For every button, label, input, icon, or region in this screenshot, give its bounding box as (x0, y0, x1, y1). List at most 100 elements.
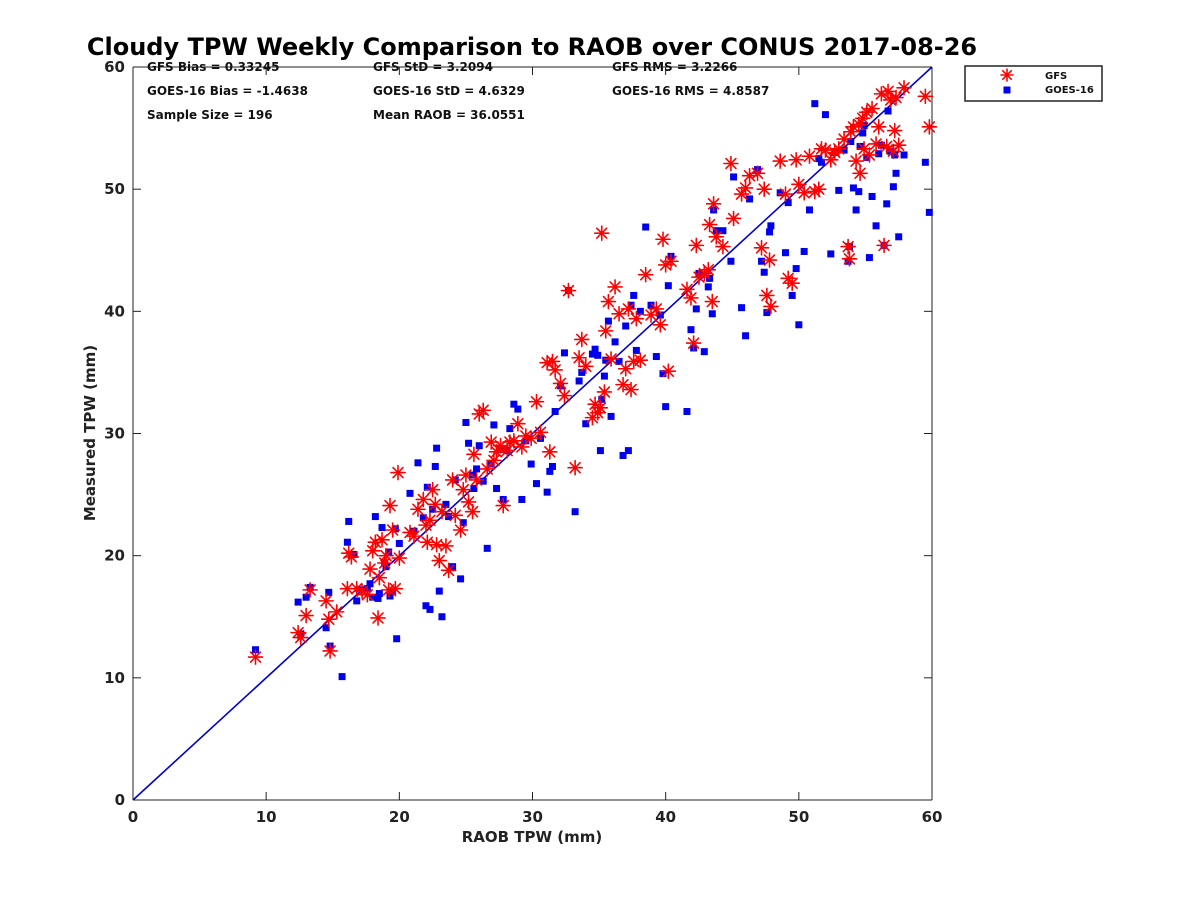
goes16-point (395, 539, 403, 547)
x-ticks: 0 10 20 30 40 50 60 (128, 67, 942, 826)
goes16-point (473, 465, 481, 473)
goes16-point (892, 169, 900, 177)
goes16-point (560, 349, 568, 357)
gfs-point (652, 316, 669, 333)
gfs-point (495, 497, 512, 514)
gfs-point (705, 196, 722, 212)
goes16-point (435, 587, 443, 595)
goes16-point (856, 142, 864, 150)
goes16-point (821, 111, 829, 119)
goes16-point (659, 370, 667, 378)
one-to-one-reference-line (132, 66, 933, 801)
goes16-point (548, 462, 556, 470)
gfs-point (523, 430, 539, 447)
goes16-point (426, 605, 434, 613)
goes16-point (582, 420, 590, 428)
stat-sample-size: Sample Size = 196 (147, 108, 273, 122)
gfs-point (688, 237, 705, 254)
x-axis-label: RAOB TPW (mm) (462, 828, 603, 846)
gfs-point (597, 323, 614, 339)
goes16-point (647, 301, 655, 309)
gfs-point (384, 522, 401, 538)
gfs-point (772, 153, 788, 169)
goes16-point (457, 575, 465, 583)
gfs-point (852, 165, 868, 182)
gfs-point (468, 472, 485, 488)
goes16-point (470, 484, 478, 492)
goes16-point (598, 395, 606, 403)
goes16-point (374, 594, 382, 602)
gfs-point (422, 512, 438, 529)
gfs-point (374, 531, 390, 548)
gfs-point (788, 152, 804, 168)
goes16-point (800, 247, 808, 255)
gfs-point (428, 536, 445, 553)
goes16-point (431, 462, 439, 470)
goes16-point (527, 460, 535, 468)
goes16-point (575, 377, 583, 385)
stat-goes16-bias: GOES-16 Bias = -1.4638 (147, 84, 308, 98)
gfs-point (434, 503, 450, 520)
goes16-point (611, 338, 619, 346)
gfs-point (861, 147, 878, 163)
goes16-point (855, 188, 863, 196)
goes16-point (429, 505, 437, 513)
series-gfs (247, 79, 938, 665)
gfs-point (510, 415, 526, 432)
gfs-point (822, 152, 839, 168)
goes16-point (840, 146, 848, 154)
y-tick-label: 30 (104, 425, 125, 443)
gfs-point (749, 165, 766, 182)
gfs-point (455, 481, 472, 498)
gfs-point (623, 381, 639, 398)
goes16-point (788, 291, 796, 299)
goes16-point (766, 228, 774, 236)
legend-gfs-asterisk (1000, 68, 1014, 82)
gfs-point (840, 238, 856, 255)
goes16-point (889, 183, 897, 191)
legend-label-gfs: GFS (1045, 71, 1067, 82)
series-layer (247, 79, 938, 681)
legend-marker-gfs (1000, 68, 1014, 82)
stat-gfs-std: GFS StD = 3.2094 (373, 60, 493, 74)
goes16-point (900, 151, 908, 159)
gfs-point (542, 444, 558, 460)
gfs-point (868, 136, 884, 152)
goes16-point (872, 222, 880, 230)
gfs-point (424, 481, 441, 498)
goes16-point (865, 254, 873, 262)
goes16-point (422, 602, 430, 610)
goes16-point (708, 310, 716, 318)
x-tick-label: 40 (655, 808, 676, 826)
y-tick-label: 0 (115, 791, 125, 809)
goes16-point (811, 100, 819, 108)
goes16-point (849, 184, 857, 192)
goes16-point (442, 500, 450, 508)
gfs-point (547, 362, 563, 378)
goes16-point (588, 350, 596, 358)
gfs-point (715, 238, 731, 255)
gfs-point (615, 376, 631, 393)
goes16-point (891, 151, 899, 159)
goes16-point (386, 592, 394, 600)
gfs-point (617, 360, 634, 377)
y-tick-label: 40 (104, 302, 125, 320)
goes16-point (594, 351, 602, 359)
legend: GFS GOES-16 (964, 65, 1103, 102)
goes16-point (817, 158, 825, 166)
goes16-point (459, 519, 467, 527)
goes16-point (895, 233, 903, 241)
gfs-point (759, 287, 775, 304)
goes16-point (763, 309, 771, 317)
goes16-point (883, 200, 891, 208)
goes16-point (490, 421, 498, 429)
goes16-point (510, 400, 518, 408)
goes16-point (664, 282, 672, 290)
legend-label-goes16: GOES-16 (1045, 85, 1094, 96)
gfs-point (753, 240, 770, 256)
gfs-point (704, 293, 721, 310)
gfs-point (410, 501, 426, 518)
series-goes16 (252, 100, 933, 681)
gfs-point (917, 88, 934, 105)
